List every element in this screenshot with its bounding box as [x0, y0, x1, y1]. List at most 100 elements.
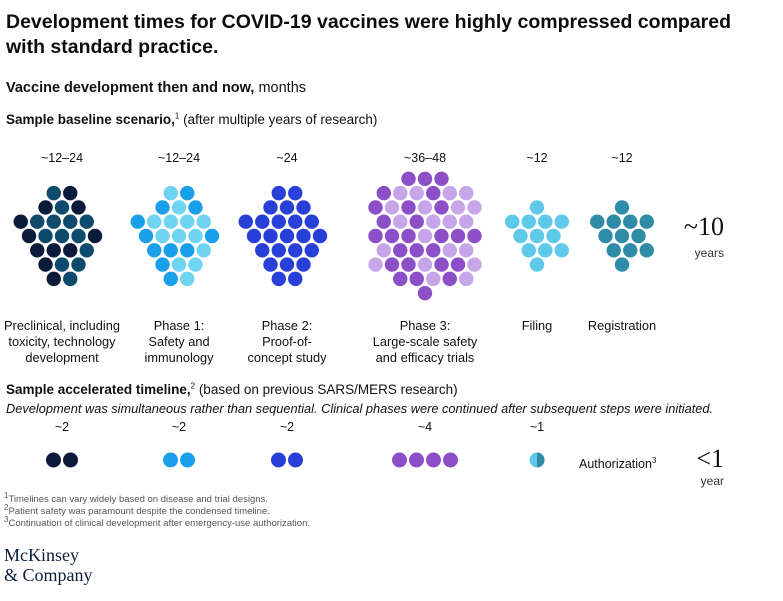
baseline-dot — [401, 257, 416, 272]
footnote-1-text: Timelines can vary widely based on disea… — [8, 494, 268, 505]
baseline-dot — [623, 214, 638, 229]
baseline-dot — [54, 228, 70, 244]
authorization-text: Authorization — [579, 457, 652, 471]
accelerated-dot — [409, 452, 424, 468]
accelerated-dot — [392, 452, 407, 468]
accelerated-dot — [180, 452, 195, 468]
logo-line-1: McKinsey — [4, 545, 79, 565]
baseline-dot — [368, 228, 383, 244]
baseline-dot — [459, 271, 474, 287]
baseline-dot — [546, 228, 561, 244]
baseline-dot — [54, 257, 70, 272]
baseline-dot — [263, 228, 278, 244]
baseline-dot — [409, 243, 424, 258]
baseline-dot — [459, 243, 474, 258]
baseline-dot — [304, 214, 319, 229]
baseline-dot — [188, 257, 203, 272]
subtitle-unit: months — [258, 80, 307, 96]
baseline-dot — [417, 200, 433, 215]
baseline-dot — [71, 200, 86, 215]
accelerated-total-unit: year — [700, 474, 724, 488]
baseline-dot — [288, 271, 303, 287]
baseline-dot — [155, 200, 170, 215]
baseline-dot — [368, 200, 383, 215]
baseline-dot — [279, 257, 295, 272]
baseline-dot — [21, 228, 37, 244]
baseline-dot — [196, 214, 211, 229]
baseline-dot — [434, 200, 449, 215]
baseline-dot — [434, 171, 449, 187]
baseline-dot — [614, 257, 630, 272]
baseline-duration-label: ~12–24 — [40, 151, 84, 165]
accelerated-dot-half — [537, 452, 545, 468]
stage-label: Preclinical, including toxicity, technolo… — [0, 318, 132, 366]
baseline-dot — [180, 214, 195, 229]
footnotes: 1Timelines can vary widely based on dise… — [4, 491, 310, 530]
baseline-dot — [180, 185, 195, 201]
baseline-dot — [368, 257, 383, 272]
baseline-dot — [631, 228, 646, 244]
baseline-dot — [163, 214, 178, 229]
baseline-dot — [180, 243, 195, 258]
baseline-dot — [384, 257, 400, 272]
baseline-dot — [614, 228, 630, 244]
baseline-dot — [442, 243, 457, 258]
stage-label-line: Registration — [587, 318, 657, 333]
baseline-dot — [450, 228, 466, 244]
stage-label-line: Proof-of- — [262, 334, 312, 349]
baseline-total-value: ~10 — [683, 212, 724, 241]
baseline-dot — [442, 214, 457, 229]
baseline-dot — [288, 185, 303, 201]
baseline-dot — [79, 243, 94, 258]
baseline-dot — [376, 243, 391, 258]
chart-title: Development times for COVID-19 vaccines … — [6, 11, 732, 58]
baseline-dot — [163, 185, 178, 201]
baseline-dot — [263, 257, 278, 272]
baseline-dot — [204, 228, 220, 244]
accelerated-heading-bold: Sample accelerated timeline, — [6, 382, 191, 397]
baseline-dot — [71, 228, 86, 244]
baseline-dot — [163, 271, 178, 287]
baseline-dot — [639, 243, 654, 258]
baseline-dot — [138, 228, 154, 244]
baseline-dot — [304, 243, 319, 258]
baseline-dot — [426, 271, 441, 287]
baseline-dot — [155, 257, 170, 272]
footnote-3-sup: 3 — [4, 514, 9, 524]
stage-label: Phase 1: Safety and immunology — [109, 318, 249, 366]
baseline-dot — [426, 243, 441, 258]
baseline-dot — [393, 214, 408, 229]
accelerated-dot — [443, 452, 458, 468]
baseline-dot — [38, 257, 53, 272]
baseline-dot — [155, 228, 170, 244]
baseline-dot — [393, 185, 408, 201]
baseline-dot — [434, 228, 449, 244]
baseline-heading-rest: (after multiple years of research) — [183, 112, 378, 127]
accelerated-dot — [46, 452, 61, 468]
accelerated-note: Development was simultaneous rather than… — [6, 401, 714, 416]
baseline-dot — [63, 271, 78, 287]
stage-label-line: development — [25, 350, 99, 365]
baseline-dot — [196, 243, 211, 258]
baseline-dot — [296, 257, 311, 272]
baseline-dot — [590, 214, 605, 229]
chart-subtitle: Vaccine development then and now, months — [6, 80, 306, 96]
baseline-dot — [288, 214, 303, 229]
baseline-heading-sup: 1 — [174, 111, 180, 121]
logo-line-2: & Company — [4, 565, 93, 585]
baseline-dot — [54, 200, 70, 215]
baseline-dot — [376, 214, 391, 229]
baseline-dot — [288, 243, 303, 258]
baseline-dot — [442, 271, 457, 287]
baseline-heading-bold: Sample baseline scenario, — [6, 112, 175, 127]
baseline-dot — [417, 257, 433, 272]
baseline-dot — [46, 243, 61, 258]
stage-label: Filing — [467, 318, 607, 334]
baseline-dot — [188, 228, 203, 244]
mckinsey-logo: McKinsey & Company — [4, 545, 93, 585]
baseline-dot — [401, 228, 416, 244]
baseline-dot — [30, 243, 45, 258]
baseline-dot — [271, 243, 286, 258]
baseline-duration-label: ~12–24 — [157, 151, 201, 165]
baseline-dot — [554, 243, 569, 258]
